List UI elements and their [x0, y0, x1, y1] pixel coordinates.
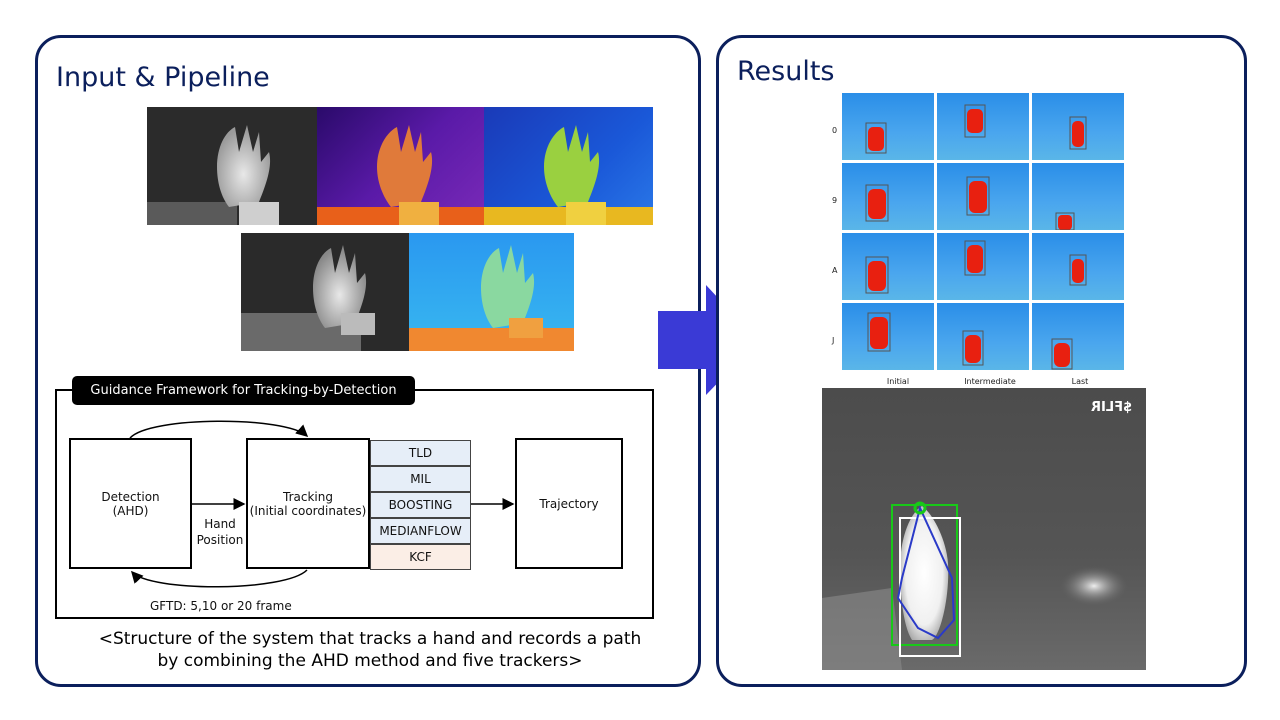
col-label-initial: Initial: [886, 377, 910, 386]
thermal-iron-image: [317, 107, 484, 225]
tracker-kcf: KCF: [370, 544, 471, 570]
flir-tracking-image: $FLIR: [822, 388, 1146, 670]
row-label-9: 9: [832, 196, 838, 205]
tracker-tld: TLD: [370, 440, 471, 466]
col-label-intermediate: Intermediate: [964, 377, 1016, 386]
row-label-j: J: [832, 336, 835, 345]
trajectory-label: Trajectory: [539, 496, 599, 511]
framework-title-text: Guidance Framework for Tracking-by-Detec…: [90, 383, 397, 398]
flir-logo: $FLIR: [1090, 400, 1132, 415]
gftd-label: GFTD: 5,10 or 20 frame: [150, 599, 292, 613]
tracker-medianflow: MEDIANFLOW: [370, 518, 471, 544]
trajectory-box: Trajectory: [515, 438, 623, 569]
hand-position-label: Hand Position: [196, 517, 244, 547]
results-grid: [842, 93, 1127, 371]
input-pipeline-title: Input & Pipeline: [56, 62, 270, 93]
tracker-medianflow-label: MEDIANFLOW: [379, 524, 462, 538]
tracking-box: Tracking (Initial coordinates): [246, 438, 370, 569]
tracking-label: Tracking (Initial coordinates): [249, 489, 367, 518]
tracker-mil-label: MIL: [410, 472, 431, 486]
tracker-boosting: BOOSTING: [370, 492, 471, 518]
tracker-boosting-label: BOOSTING: [388, 498, 453, 512]
framework-arrows: [129, 420, 515, 588]
figure-caption: <Structure of the system that tracks a h…: [98, 629, 642, 671]
row-label-0: 0: [832, 126, 838, 135]
tracker-kcf-label: KCF: [409, 550, 432, 564]
detection-box: Detection (AHD): [69, 438, 192, 569]
thermal-rainbow-image: [484, 107, 653, 225]
thermal-grayscale-image-2: [241, 233, 409, 351]
results-title: Results: [737, 56, 835, 87]
row-label-a: A: [832, 266, 838, 275]
thermal-grayscale-image: [147, 107, 317, 225]
framework-title: Guidance Framework for Tracking-by-Detec…: [72, 376, 415, 405]
detection-label: Detection (AHD): [101, 489, 160, 518]
flow-arrow-icon: [658, 285, 758, 395]
col-label-last: Last: [1071, 377, 1089, 386]
tracker-mil: MIL: [370, 466, 471, 492]
thermal-jet-image: [409, 233, 574, 351]
tracker-tld-label: TLD: [408, 446, 433, 460]
